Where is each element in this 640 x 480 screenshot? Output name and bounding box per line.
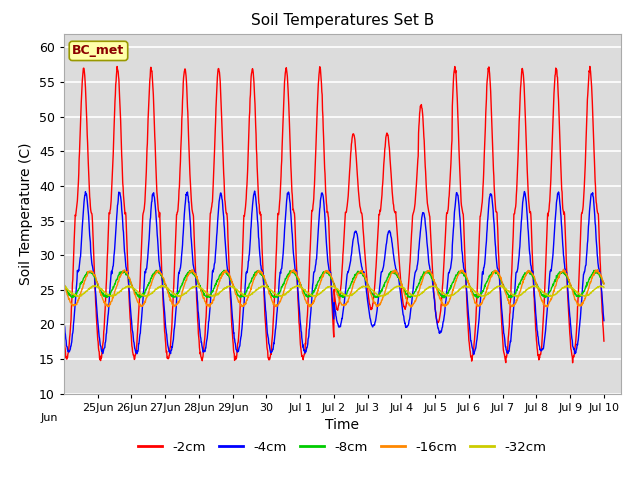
- X-axis label: Time: Time: [325, 418, 360, 432]
- Legend: -2cm, -4cm, -8cm, -16cm, -32cm: -2cm, -4cm, -8cm, -16cm, -32cm: [133, 435, 552, 459]
- Text: Jun: Jun: [41, 413, 58, 423]
- Y-axis label: Soil Temperature (C): Soil Temperature (C): [19, 143, 33, 285]
- Title: Soil Temperatures Set B: Soil Temperatures Set B: [251, 13, 434, 28]
- Text: BC_met: BC_met: [72, 44, 125, 58]
